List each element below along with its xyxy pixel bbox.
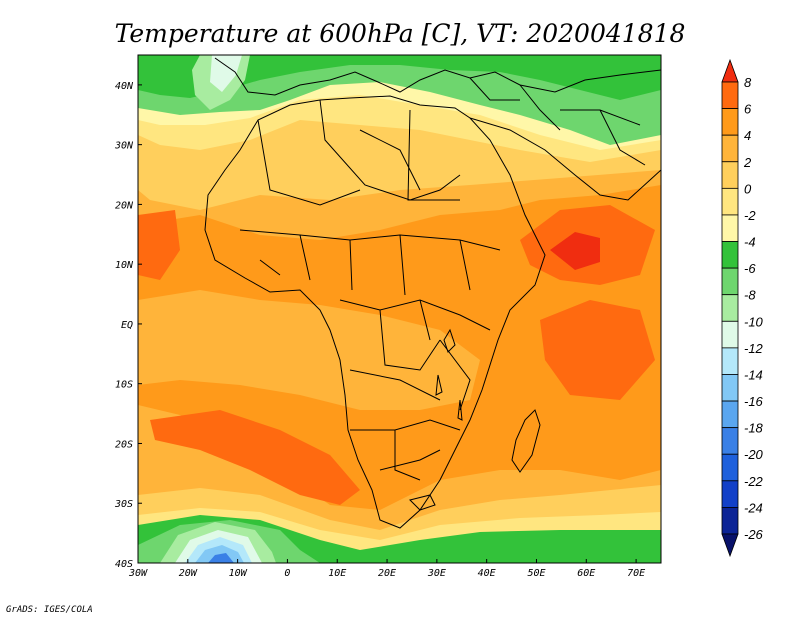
field-south-cold-ring4	[195, 545, 244, 563]
colorbar-level-label: 0	[744, 181, 752, 196]
lat-tick-label: 30N	[114, 141, 134, 152]
lon-tick-label: 0	[284, 568, 290, 579]
lat-tick-label: EQ	[121, 320, 133, 331]
borders-southern-africa	[350, 419, 461, 511]
lon-tick-label: 30W	[128, 568, 148, 579]
borders-middle-east	[469, 77, 646, 166]
arabian-coastline	[469, 117, 661, 201]
lat-tick-label: 30S	[114, 499, 133, 510]
colorbar-level-label: -8	[744, 288, 756, 303]
colorbar-box	[721, 241, 739, 269]
field-southern-subtropic-hot	[150, 410, 360, 505]
colorbar-level-label: -6	[744, 261, 756, 276]
field-equatorial-2to4	[138, 290, 480, 410]
colorbar-level-label: -26	[744, 527, 764, 542]
colorbar-level-label: -2	[744, 208, 756, 223]
lon-tick-label: 20E	[378, 568, 396, 579]
colorbar-bottom-triangle	[721, 533, 739, 558]
lon-tick-label: 10E	[328, 568, 346, 579]
lon-tick-label: 60E	[577, 568, 595, 579]
colorbar-box	[721, 427, 739, 455]
colorbar-level-label: 6	[744, 102, 752, 117]
colorbar-level-label: -18	[744, 421, 764, 436]
colorbar-box	[721, 214, 739, 242]
colorbar-level-label: 4	[744, 128, 751, 143]
colorbar-box	[721, 480, 739, 508]
colorbar-level-label: -10	[744, 314, 764, 329]
lat-tick-label: 20S	[115, 439, 133, 450]
europe-coastline	[214, 57, 661, 96]
grads-credit: GrADS: IGES/COLA	[6, 605, 93, 615]
colorbar-level-label: -24	[744, 500, 763, 515]
field-west-atlantic-hot	[138, 210, 180, 280]
field-europe-darkgreen	[138, 55, 661, 100]
lat-tick-label: 10S	[115, 380, 133, 391]
colorbar-box	[721, 134, 739, 163]
borders-central-africa	[339, 299, 491, 411]
colorbar-box	[721, 108, 739, 136]
colorbar-box	[721, 347, 739, 375]
colorbar-box	[721, 161, 739, 189]
latitude-axis: 40N 30N 20N 10N EQ 10S 20S 30S 40S	[114, 81, 142, 570]
colorbar-level-label: -14	[744, 367, 763, 382]
colorbar-box	[721, 374, 739, 402]
colorbar-box	[721, 187, 739, 216]
africa-coastline	[204, 95, 546, 529]
longitude-axis: 30W 20W 10W 0 10E 20E 30E 40E 50E 60E 70E	[128, 559, 645, 579]
colorbar-box	[721, 400, 739, 429]
coastlines	[204, 57, 661, 529]
field-arabia-core	[550, 232, 600, 270]
colorbar-level-label: 8	[744, 75, 752, 90]
lon-tick-label: 50E	[527, 568, 545, 579]
borders-north-africa	[257, 99, 461, 206]
colorbar-level-label: -12	[744, 341, 764, 356]
temperature-field	[138, 55, 661, 563]
lon-tick-label: 40E	[478, 568, 496, 579]
chart-title: Temperature at 600hPa [C], VT: 202004181…	[115, 19, 686, 48]
colorbar-box	[721, 320, 739, 349]
lat-tick-label: 10N	[115, 260, 134, 271]
borders-sahel	[239, 229, 501, 296]
colorbar: 8 6 4 2 0 -2 -4 -6 -8 -10 -12 -14 -16 -18 -20 -22 -24 -26	[721, 58, 764, 558]
colorbar-level-label: -22	[744, 474, 764, 489]
colorbar-top-triangle	[721, 58, 739, 83]
madagascar-coastline	[511, 409, 541, 473]
colorbar-level-label: -4	[744, 235, 756, 250]
east-african-lakes	[435, 328, 463, 421]
colorbar-level-label: 2	[743, 155, 752, 170]
colorbar-box	[721, 507, 739, 535]
colorbar-box	[721, 453, 739, 482]
colorbar-level-label: -16	[744, 394, 764, 409]
colorbar-box	[721, 294, 739, 322]
field-indian-ocean-hot	[540, 300, 655, 400]
lon-tick-label: 30E	[427, 568, 446, 579]
field-south-cold-core	[208, 553, 234, 563]
colorbar-box	[721, 267, 739, 296]
lon-tick-label: 10W	[229, 568, 248, 579]
field-atlantic-cold-core	[210, 55, 242, 92]
lon-tick-label: 20W	[179, 568, 198, 579]
lat-tick-label: 40N	[115, 81, 134, 92]
colorbar-level-label: -20	[744, 447, 764, 462]
lat-tick-label: 20N	[115, 200, 134, 211]
lat-tick-label: 40S	[115, 559, 133, 570]
map-frame	[137, 54, 662, 564]
lon-tick-label: 70E	[627, 568, 645, 579]
colorbar-box	[721, 81, 739, 109]
